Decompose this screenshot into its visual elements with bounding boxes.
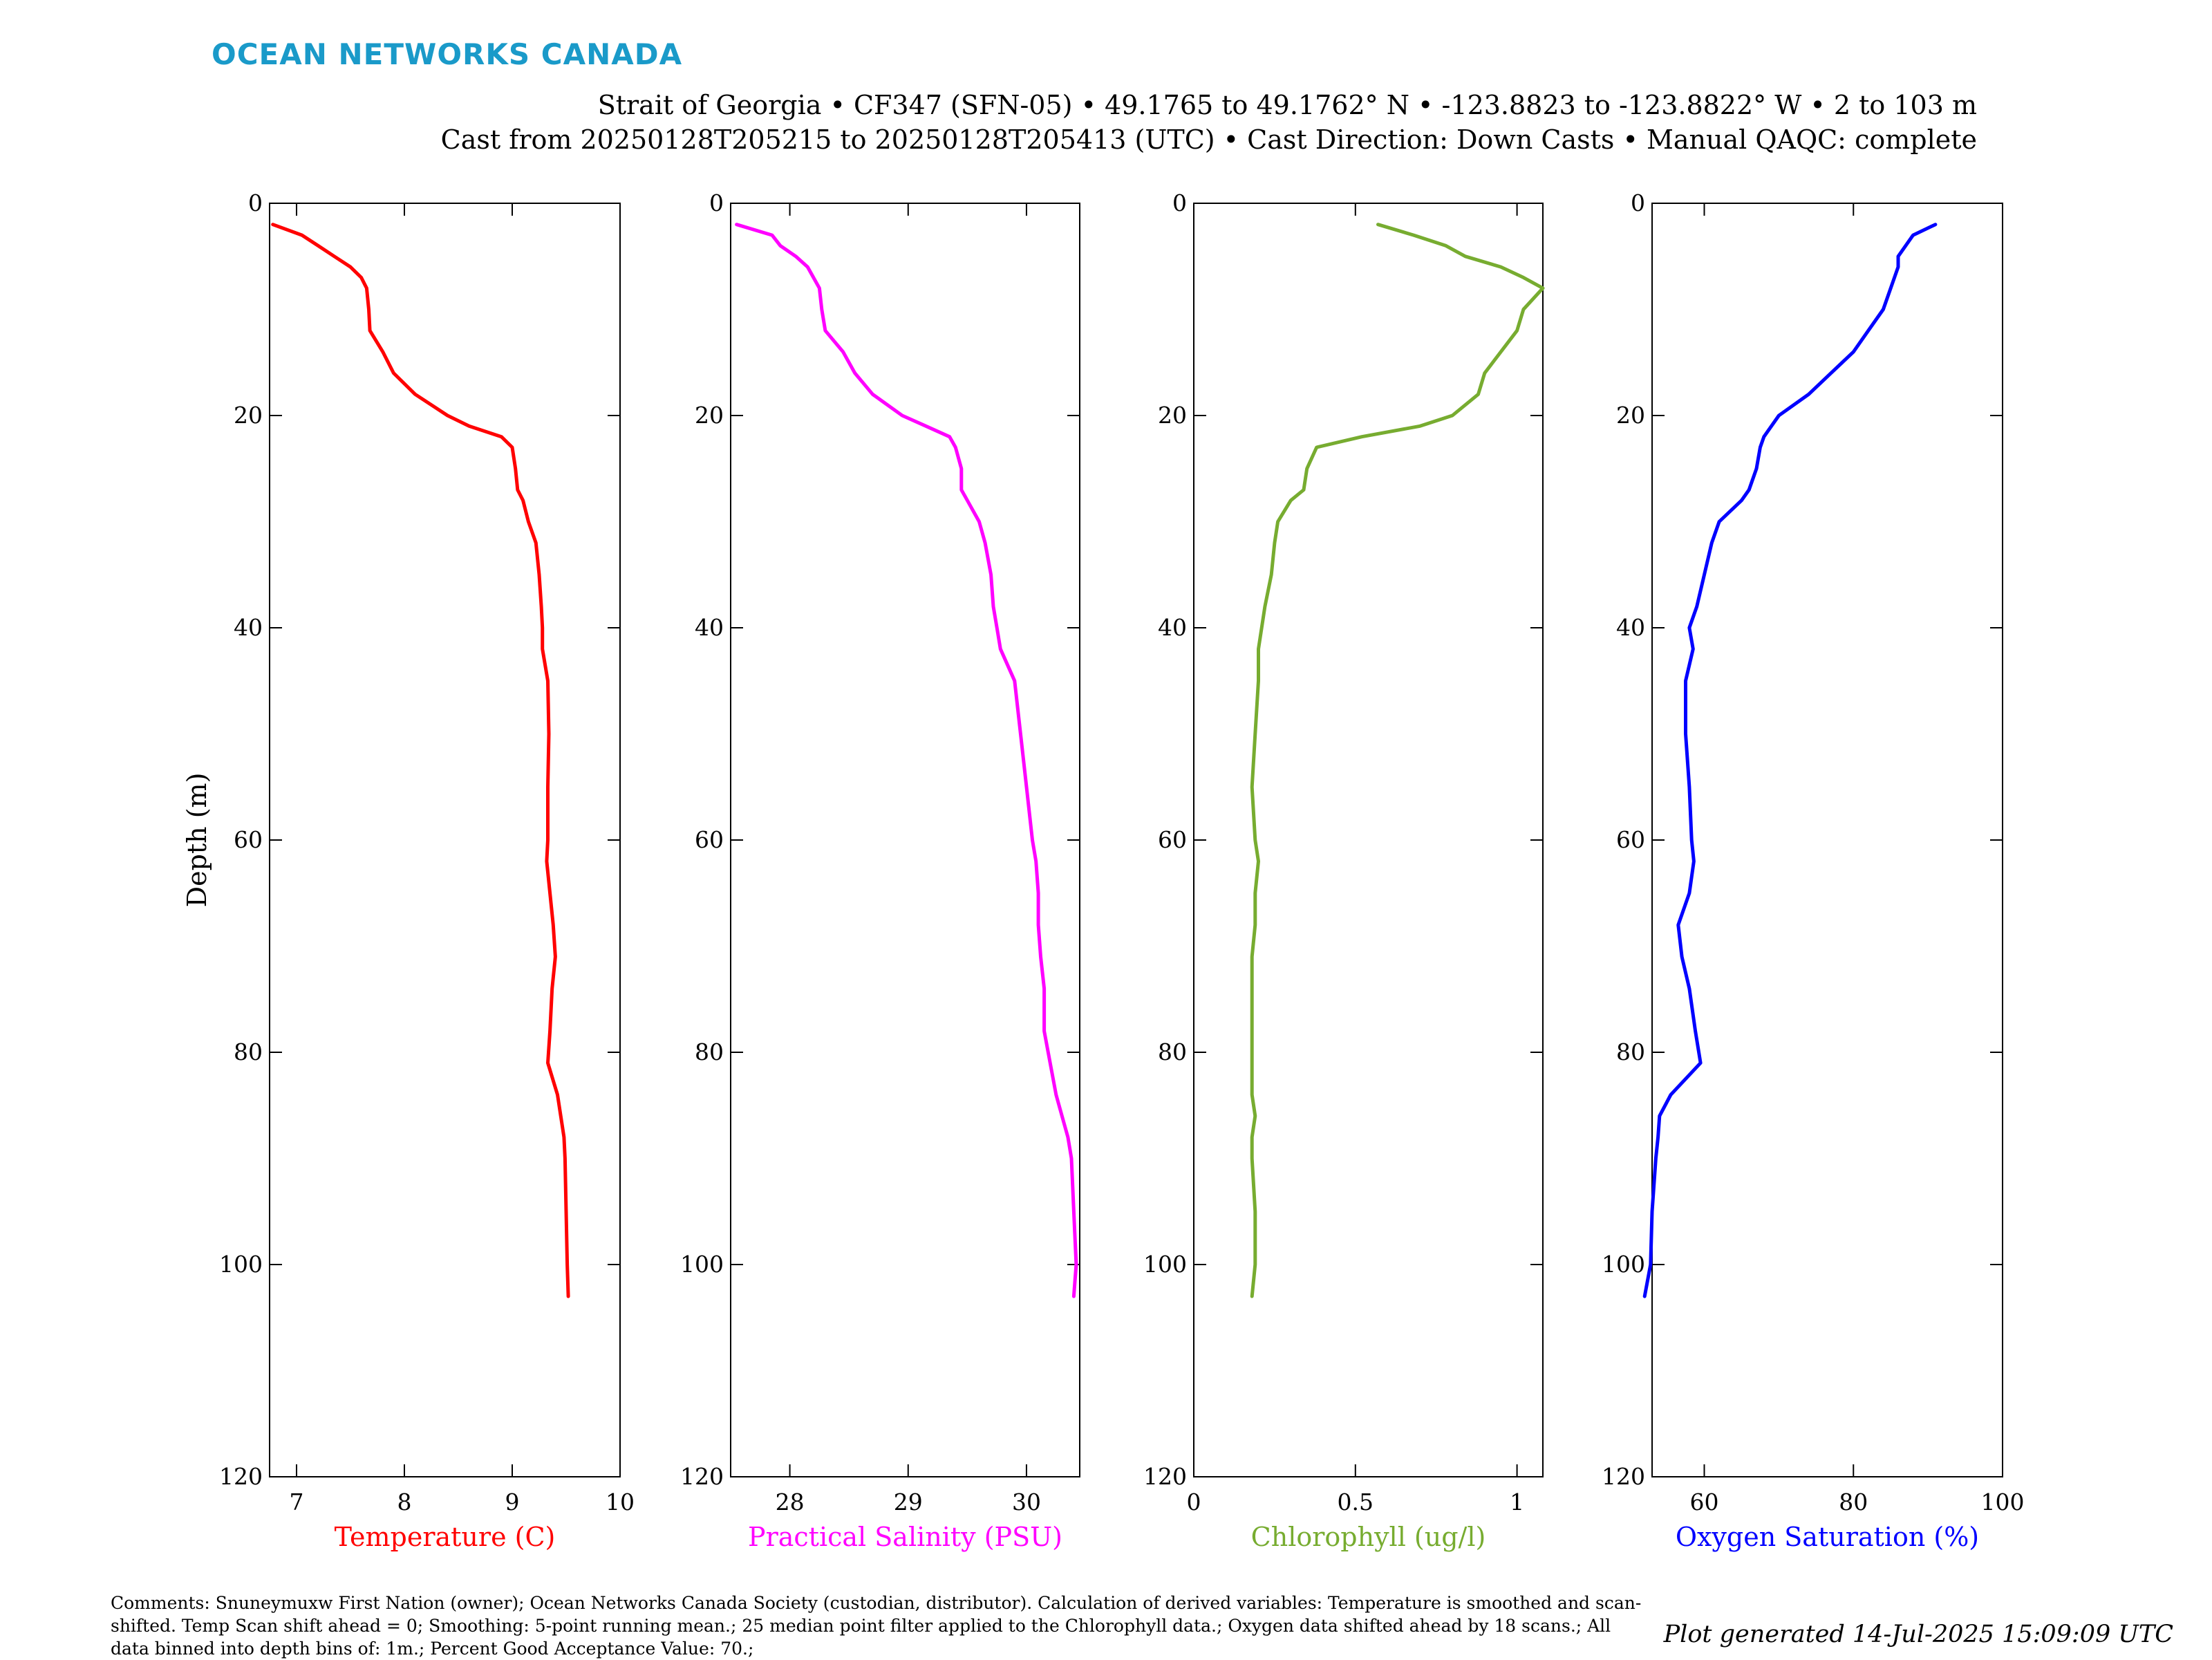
x-tick-label: 29	[894, 1489, 923, 1516]
x-tick-label: 7	[290, 1489, 304, 1516]
series-line	[1250, 223, 1545, 1298]
y-tick-label: 80	[1616, 1038, 1645, 1065]
y-tick-label: 120	[680, 1463, 724, 1490]
y-tick-label: 0	[709, 189, 724, 216]
comments-text: Comments: Snuneymuxw First Nation (owner…	[111, 1593, 1642, 1659]
x-tick-label: 28	[776, 1489, 805, 1516]
series-line	[271, 223, 570, 1298]
y-tick-label: 120	[219, 1463, 263, 1490]
plot-generated-timestamp: Plot generated 14-Jul-2025 15:09:09 UTC	[1663, 1621, 2173, 1648]
y-tick-label: 60	[234, 826, 263, 853]
y-tick-label: 100	[1143, 1251, 1187, 1278]
y-tick-label: 60	[1616, 826, 1645, 853]
y-tick-label: 20	[1158, 402, 1187, 429]
x-axis-label: Practical Salinity (PSU)	[748, 1522, 1062, 1552]
y-tick-label: 120	[1143, 1463, 1187, 1490]
y-tick-label: 0	[1631, 189, 1645, 216]
x-tick-label: 9	[505, 1489, 520, 1516]
y-tick-label: 60	[695, 826, 724, 853]
x-axis-label: Oxygen Saturation (%)	[1676, 1522, 1979, 1552]
plot-frame	[1193, 203, 1544, 1477]
x-tick-label: 10	[606, 1489, 635, 1516]
y-tick-label: 40	[234, 614, 263, 641]
x-axis-label: Chlorophyll (ug/l)	[1251, 1522, 1486, 1552]
y-tick-label: 100	[1602, 1251, 1645, 1278]
y-tick-label: 20	[1616, 402, 1645, 429]
y-tick-label: 20	[695, 402, 724, 429]
y-tick-label: 100	[680, 1251, 724, 1278]
y-tick-label: 0	[248, 189, 263, 216]
x-tick-label: 0	[1187, 1489, 1201, 1516]
series-line	[735, 223, 1078, 1298]
x-tick-label: 0.5	[1338, 1489, 1374, 1516]
brand-logo: OCEAN NETWORKS CANADA	[212, 37, 683, 71]
plot-frame	[730, 203, 1080, 1477]
y-tick-label: 20	[234, 402, 263, 429]
y-tick-label: 80	[234, 1038, 263, 1065]
y-tick-label: 40	[1616, 614, 1645, 641]
y-tick-label: 100	[219, 1251, 263, 1278]
plot-frame	[1651, 203, 2003, 1477]
series-line	[1642, 223, 1938, 1298]
y-tick-label: 120	[1602, 1463, 1645, 1490]
x-tick-label: 8	[397, 1489, 412, 1516]
y-tick-label: 80	[695, 1038, 724, 1065]
y-tick-label: 40	[1158, 614, 1187, 641]
y-tick-label: 80	[1158, 1038, 1187, 1065]
x-tick-label: 100	[1981, 1489, 2025, 1516]
chart-header-location: Strait of Georgia • CF347 (SFN-05) • 49.…	[597, 90, 1977, 120]
x-tick-label: 60	[1690, 1489, 1719, 1516]
x-tick-label: 30	[1012, 1489, 1041, 1516]
y-tick-label: 0	[1172, 189, 1187, 216]
x-tick-label: 1	[1510, 1489, 1524, 1516]
chart-header-cast: Cast from 20250128T205215 to 20250128T20…	[440, 124, 1977, 155]
y-tick-label: 60	[1158, 826, 1187, 853]
y-axis-label: Depth (m)	[182, 773, 212, 908]
x-tick-label: 80	[1839, 1489, 1868, 1516]
x-axis-label: Temperature (C)	[335, 1522, 556, 1552]
y-tick-label: 40	[695, 614, 724, 641]
